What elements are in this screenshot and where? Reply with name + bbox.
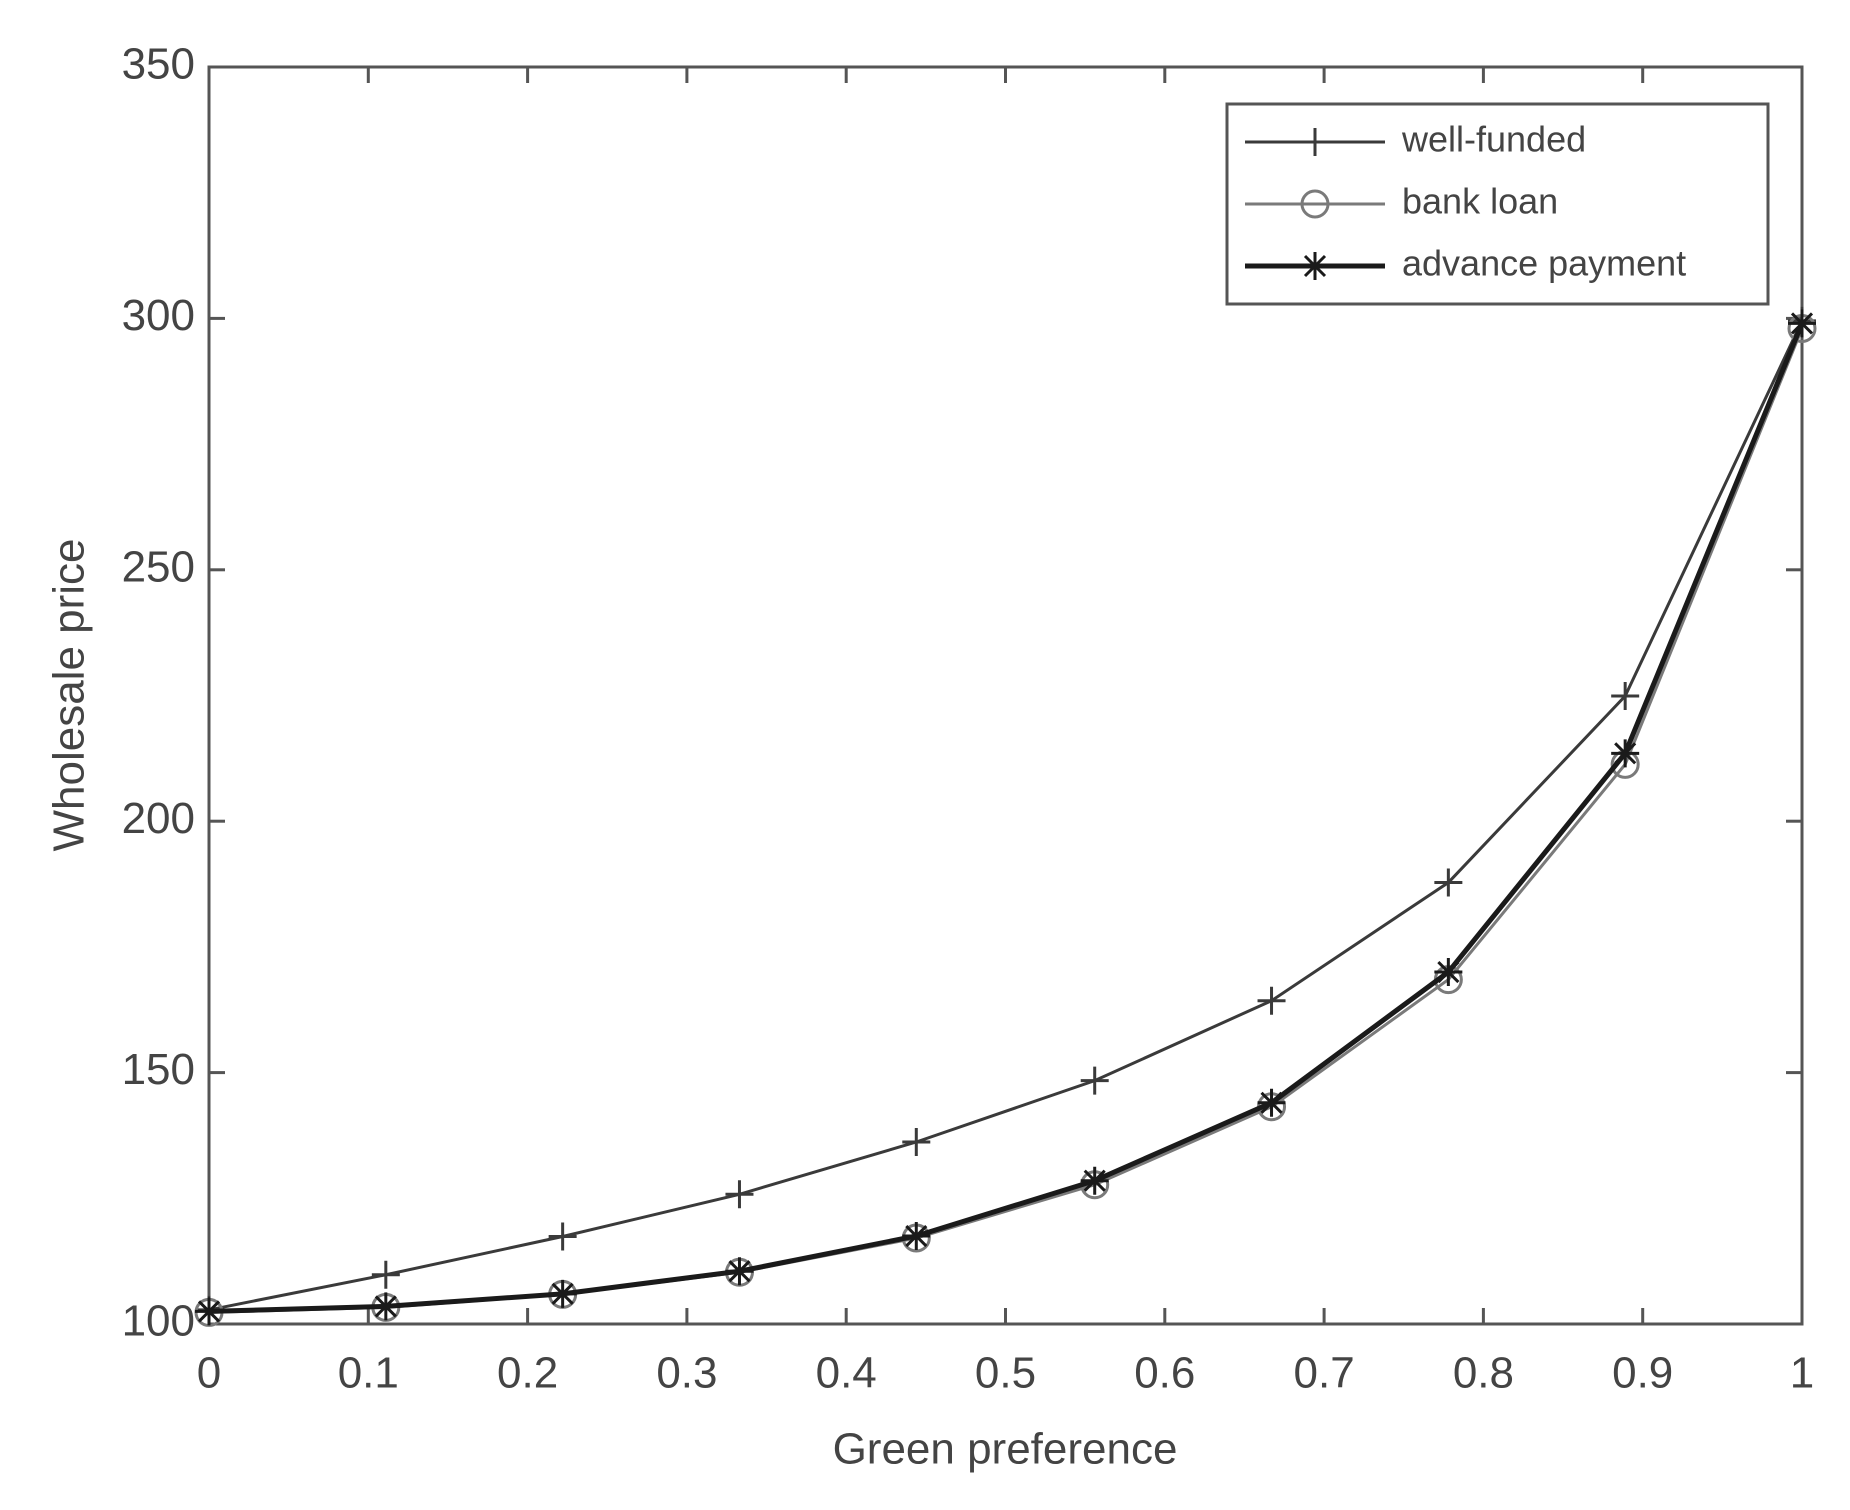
marker <box>1257 1088 1286 1117</box>
marker <box>1611 682 1640 711</box>
marker <box>548 1279 577 1308</box>
x-tick-label: 0.2 <box>497 1349 558 1398</box>
y-tick-label: 150 <box>122 1045 195 1094</box>
marker <box>1080 1066 1109 1095</box>
marker <box>1434 868 1463 897</box>
x-tick-label: 0.4 <box>816 1349 877 1398</box>
marker <box>1300 189 1330 219</box>
y-tick-label: 300 <box>122 291 195 340</box>
y-tick-label: 200 <box>122 794 195 843</box>
marker <box>1788 309 1816 338</box>
y-tick-label: 100 <box>122 1297 195 1346</box>
series-line <box>208 320 1804 1312</box>
x-tick-label: 1 <box>1790 1349 1814 1398</box>
marker <box>1611 739 1640 768</box>
x-tick-label: 0.3 <box>656 1349 717 1398</box>
x-tick-label: 0.9 <box>1612 1349 1673 1398</box>
legend-label: well-funded <box>1401 119 1586 160</box>
x-tick-label: 0 <box>197 1349 221 1398</box>
marker <box>1301 252 1329 280</box>
legend: well-funded bank loan advance payment <box>1225 102 1770 306</box>
x-tick-label: 0.7 <box>1294 1349 1355 1398</box>
legend-label: bank loan <box>1402 181 1558 222</box>
marker <box>725 1257 754 1286</box>
marker <box>902 1222 931 1251</box>
marker <box>902 1127 931 1156</box>
x-tick-label: 0.5 <box>975 1349 1036 1398</box>
marker <box>371 1260 400 1289</box>
marker <box>371 1292 400 1321</box>
y-tick-label: 250 <box>122 542 195 591</box>
marker <box>1080 1166 1109 1195</box>
x-axis-label: Green preference <box>833 1425 1178 1474</box>
legend-label: advance payment <box>1402 243 1686 284</box>
y-tick-label: 350 <box>122 40 195 89</box>
marker <box>548 1222 577 1251</box>
marker <box>1434 958 1463 987</box>
series-line <box>208 322 1805 1314</box>
marker <box>725 1180 754 1209</box>
x-tick-label: 0.1 <box>338 1349 399 1398</box>
y-axis-label: Wholesale price <box>45 538 94 851</box>
marker <box>195 1297 223 1326</box>
x-tick-label: 0.8 <box>1453 1349 1514 1398</box>
marker <box>1257 986 1286 1015</box>
x-tick-label: 0.6 <box>1134 1349 1195 1398</box>
marker <box>1301 128 1329 156</box>
